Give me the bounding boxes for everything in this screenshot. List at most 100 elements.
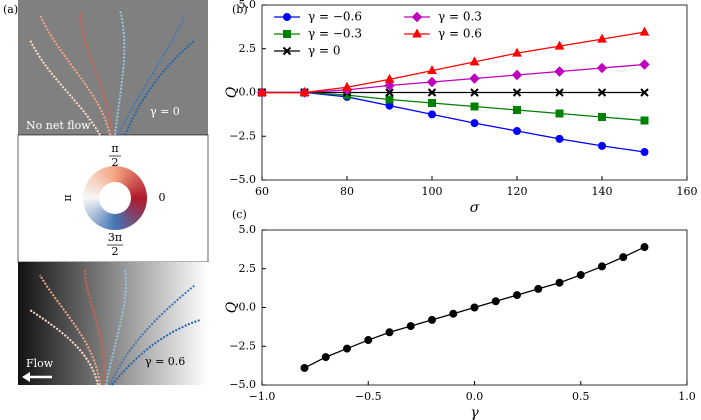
point — [555, 88, 564, 97]
legend-marker — [283, 30, 291, 38]
y-tick-label: 0.0 — [239, 86, 257, 99]
point — [469, 56, 480, 66]
point — [513, 291, 521, 300]
point — [534, 284, 543, 293]
wheel-label: 2 — [112, 245, 119, 258]
panel-label: (b) — [232, 3, 248, 16]
wheel-label: 0 — [159, 191, 166, 204]
point — [364, 336, 373, 345]
x-tick-label: 80 — [340, 185, 354, 198]
wheel-label: π — [62, 194, 75, 201]
point — [427, 88, 437, 97]
point — [555, 109, 564, 118]
point — [512, 88, 522, 97]
x-tick-label: −1.0 — [249, 390, 276, 403]
y-tick-label: 2.5 — [239, 42, 257, 55]
point — [598, 262, 606, 271]
point — [597, 88, 607, 97]
y-tick-label: −5.0 — [229, 378, 256, 391]
point — [640, 116, 649, 125]
point — [554, 40, 565, 50]
color-wheel — [83, 166, 147, 230]
point — [491, 297, 500, 306]
series-line — [262, 63, 645, 94]
point — [385, 88, 394, 97]
point — [321, 353, 330, 362]
x-tick-label: 120 — [507, 185, 528, 198]
panel-a-top-bg — [18, 0, 208, 135]
point — [598, 141, 606, 150]
y-tick-label: 2.5 — [239, 262, 257, 275]
point — [385, 95, 394, 104]
x-tick-label: 100 — [422, 185, 443, 198]
point — [470, 303, 479, 312]
point — [512, 47, 522, 57]
flow-label: Flow — [26, 357, 54, 370]
series-line — [262, 91, 645, 122]
point — [300, 363, 309, 372]
point — [427, 65, 437, 75]
y-tick-label: −2.5 — [229, 339, 256, 352]
y-axis-label: Q — [224, 86, 240, 98]
point — [384, 73, 395, 83]
x-tick-label: 140 — [592, 185, 613, 198]
x-tick-label: −0.5 — [355, 390, 382, 403]
point — [449, 309, 458, 318]
y-tick-label: −5.0 — [229, 173, 256, 186]
filament-sketch — [29, 9, 201, 386]
point — [598, 113, 606, 121]
panel-a-bottom-bg — [18, 262, 208, 385]
legend-marker — [411, 11, 423, 23]
panel-label: (c) — [232, 208, 247, 221]
point — [640, 243, 649, 252]
series-line — [262, 31, 645, 94]
y-tick-label: 0.0 — [239, 301, 257, 314]
point — [597, 33, 607, 43]
x-axis-label: γ — [470, 405, 479, 420]
x-axis-label: σ — [470, 200, 480, 216]
point — [470, 88, 479, 97]
legend-marker — [283, 13, 291, 21]
wheel-label: 2 — [112, 156, 119, 169]
point — [385, 328, 394, 337]
panel-gamma: γ = 0 — [150, 105, 180, 118]
x-tick-label: 1.0 — [678, 390, 696, 403]
panel-label: (a) — [3, 3, 18, 16]
x-tick-label: 0.5 — [572, 390, 590, 403]
point — [428, 110, 436, 119]
point — [619, 253, 628, 262]
x-tick-label: 160 — [677, 185, 698, 198]
legend-marker — [282, 46, 292, 56]
point — [576, 270, 585, 279]
point — [406, 322, 415, 331]
y-tick-label: 5.0 — [239, 0, 257, 11]
point — [299, 86, 310, 96]
point — [343, 344, 351, 353]
wheel-label: 3π — [108, 231, 122, 244]
point — [513, 106, 521, 114]
point — [428, 315, 436, 324]
panel-gamma: γ = 0.6 — [145, 355, 185, 368]
point — [428, 99, 436, 107]
point — [257, 86, 267, 96]
y-tick-label: −2.5 — [229, 129, 256, 142]
point — [639, 26, 650, 36]
legend-label: γ = 0.6 — [438, 27, 482, 41]
y-axis-label: Q — [224, 301, 240, 313]
point — [342, 81, 352, 91]
point — [513, 127, 521, 135]
flow-arrow-head — [22, 372, 30, 382]
point — [555, 278, 564, 287]
legend-label: γ = −0.6 — [308, 10, 362, 24]
legend-label: γ = −0.3 — [308, 27, 362, 41]
point — [469, 73, 480, 84]
legend-label: γ = 0 — [308, 44, 341, 58]
point — [554, 66, 565, 77]
point — [596, 62, 608, 74]
wheel-label: π — [111, 142, 118, 155]
panel-note: No net flow — [26, 119, 91, 132]
point — [511, 69, 523, 81]
series-line — [262, 91, 645, 153]
point — [640, 148, 649, 156]
